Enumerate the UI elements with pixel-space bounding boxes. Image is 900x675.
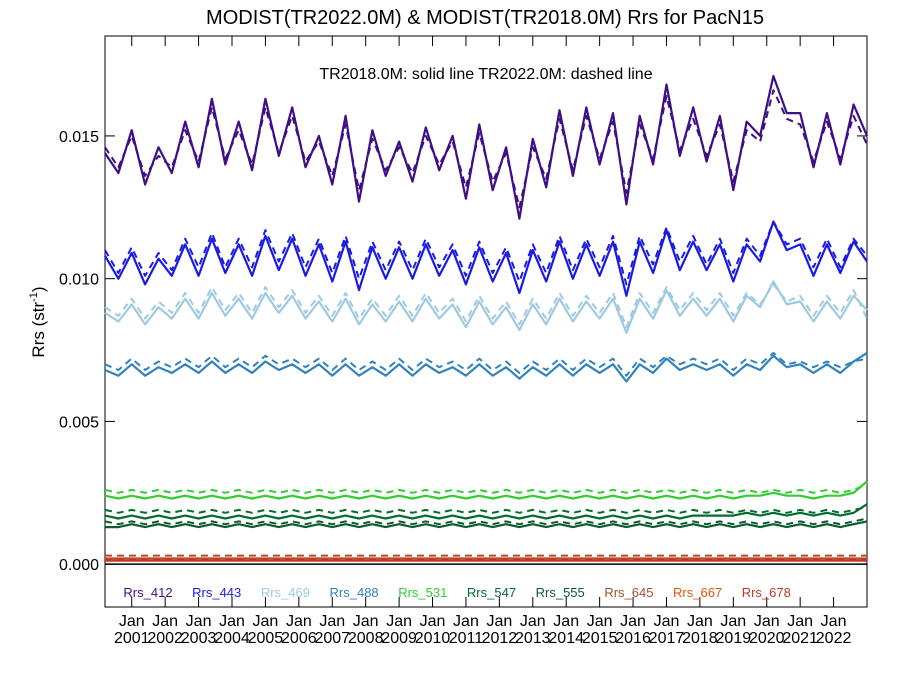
x-tick-year-label: 2006 — [281, 630, 317, 647]
series-line-dashed-rrs-488 — [104, 351, 868, 377]
legend-entry: Rrs_555 — [536, 585, 585, 600]
y-axis-ticks: 0.000 0.005 0.010 0.015 — [59, 129, 867, 574]
x-tick-month-label: Jan — [720, 613, 746, 630]
legend: Rrs_412 Rrs_443 Rrs_469 Rrs_488 Rrs_531 Rrs_5… — [123, 585, 790, 600]
series-line-dashed-rrs-547 — [104, 506, 868, 514]
x-tick-year-label: 2018 — [682, 630, 718, 647]
x-tick-year-label: 2003 — [181, 630, 217, 647]
legend-entry: Rrs_531 — [398, 585, 447, 600]
x-tick-month-label: Jan — [186, 613, 212, 630]
x-tick-month-label: Jan — [553, 613, 579, 630]
legend-entry: Rrs_667 — [673, 585, 722, 600]
series-line-solid-rrs-488 — [104, 351, 868, 383]
series-line-solid-rrs-412 — [104, 74, 869, 220]
x-tick-year-label: 2016 — [615, 630, 651, 647]
y-tick-label: 0.010 — [59, 272, 99, 289]
legend-entry: Rrs_488 — [330, 585, 379, 600]
x-tick-year-label: 2017 — [649, 630, 685, 647]
y-axis-label-main: Rrs (str — [29, 302, 48, 358]
x-tick-year-label: 2022 — [816, 630, 852, 647]
x-tick-year-label: 2008 — [348, 630, 384, 647]
y-tick-label: 0.000 — [59, 557, 99, 574]
x-tick-year-label: 2013 — [515, 630, 551, 647]
chart-title: MODIST(TR2022.0M) & MODIST(TR2018.0M) Rr… — [206, 7, 764, 29]
y-tick-label: 0.015 — [59, 129, 99, 146]
series-line-solid-rrs-547 — [104, 503, 868, 520]
x-tick-month-label: Jan — [620, 613, 646, 630]
y-axis-label: Rrs (str-1) — [28, 286, 48, 357]
x-tick-year-label: 2011 — [449, 630, 484, 647]
x-tick-month-label: Jan — [520, 613, 546, 630]
x-tick-year-label: 2005 — [248, 630, 284, 647]
legend-entry: Rrs_443 — [192, 585, 241, 600]
x-tick-year-label: 2019 — [716, 630, 752, 647]
line-style-annotation: TR2018.0M: solid line TR2022.0M: dashed … — [319, 66, 652, 83]
x-axis-ticks: Jan2001Jan2002Jan2003Jan2004Jan2005Jan20… — [114, 36, 852, 647]
x-tick-year-label: 2007 — [314, 630, 350, 647]
x-tick-month-label: Jan — [654, 613, 680, 630]
x-tick-month-label: Jan — [754, 613, 780, 630]
series-line-dashed-rrs-443 — [104, 220, 868, 286]
x-tick-year-label: 2014 — [548, 630, 584, 647]
x-tick-month-label: Jan — [152, 613, 178, 630]
series-line-solid-rrs-555 — [105, 520, 868, 529]
y-tick-label: 0.005 — [59, 414, 99, 431]
series-line-solid-rrs-443 — [104, 220, 868, 297]
x-tick-month-label: Jan — [219, 613, 245, 630]
x-tick-month-label: Jan — [587, 613, 613, 630]
legend-entry: Rrs_645 — [604, 585, 653, 600]
x-tick-year-label: 2012 — [482, 630, 518, 647]
y-axis-label-sup: -1 — [28, 292, 40, 302]
x-tick-year-label: 2021 — [782, 630, 818, 647]
plot-area-frame — [104, 35, 868, 608]
series-line-solid-rrs-469 — [104, 280, 868, 334]
legend-entry: Rrs_678 — [742, 585, 791, 600]
legend-entry: Rrs_469 — [261, 585, 310, 600]
series-line-dashed-rrs-555 — [104, 517, 868, 526]
legend-entry: Rrs_547 — [467, 585, 516, 600]
y-axis-label-close: ) — [29, 286, 48, 292]
series-line-solid-rrs-531 — [104, 480, 868, 500]
legend-entry: Rrs_412 — [123, 585, 172, 600]
x-tick-month-label: Jan — [787, 613, 813, 630]
series-line-dashed-rrs-412 — [104, 89, 868, 209]
x-tick-month-label: Jan — [119, 613, 145, 630]
x-tick-year-label: 2001 — [114, 630, 150, 647]
x-tick-month-label: Jan — [319, 613, 345, 630]
x-tick-year-label: 2020 — [749, 630, 785, 647]
x-tick-month-label: Jan — [253, 613, 279, 630]
x-tick-month-label: Jan — [420, 613, 446, 630]
x-tick-month-label: Jan — [687, 613, 713, 630]
x-tick-year-label: 2010 — [415, 630, 451, 647]
x-tick-month-label: Jan — [453, 613, 479, 630]
x-tick-month-label: Jan — [386, 613, 412, 630]
series-line-dashed-rrs-469 — [104, 283, 868, 329]
series-line-dashed-rrs-531 — [104, 483, 868, 494]
x-tick-month-label: Jan — [286, 613, 312, 630]
x-tick-year-label: 2002 — [147, 630, 183, 647]
x-tick-month-label: Jan — [353, 613, 379, 630]
x-tick-year-label: 2004 — [214, 630, 250, 647]
x-tick-month-label: Jan — [486, 613, 512, 630]
x-tick-year-label: 2015 — [582, 630, 618, 647]
x-tick-year-label: 2009 — [381, 630, 417, 647]
series-lines — [104, 74, 869, 562]
x-tick-month-label: Jan — [821, 613, 847, 630]
